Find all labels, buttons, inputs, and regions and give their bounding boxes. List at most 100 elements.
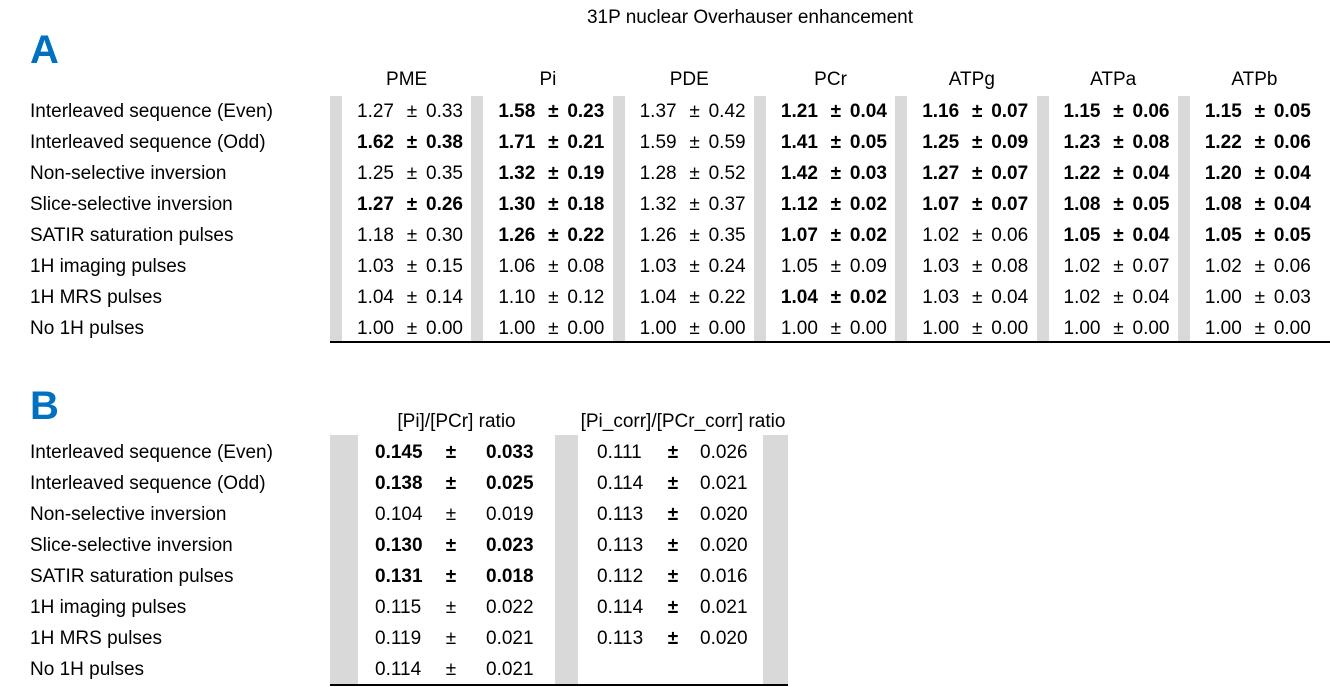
cell-pm: ±	[548, 163, 559, 184]
cell-pm: ±	[830, 256, 842, 277]
cell-mean: 1.59	[639, 132, 677, 153]
cell-mean: 1.37	[639, 101, 677, 122]
cell-sd: 0.07	[1132, 256, 1170, 277]
cell-mean: 1.41	[780, 132, 818, 153]
cell-mean: 0.112	[597, 566, 644, 587]
cell-pm: ±	[1254, 163, 1266, 184]
cell-sd: 0.05	[1273, 101, 1311, 122]
cell-mean: 0.115	[375, 597, 422, 618]
cell-pm: ±	[548, 101, 559, 122]
cell-mean: 1.18	[357, 225, 394, 246]
cell-sd: 0.06	[1273, 256, 1311, 277]
cell-mean: 0.114	[597, 473, 644, 494]
cell-sd: 0.04	[1132, 163, 1170, 184]
cell-pm: ±	[667, 628, 679, 649]
cell-sd: 0.09	[849, 256, 887, 277]
cell-sd: 0.03	[849, 163, 887, 184]
cell-sd: 0.021	[486, 659, 534, 680]
cell-mean: 1.02	[922, 225, 960, 246]
cell-sd: 0.07	[991, 163, 1029, 184]
cell-pm: ±	[406, 287, 418, 308]
cell-pm: ±	[971, 318, 983, 339]
cell-mean: 1.28	[639, 163, 677, 184]
cell-pm: ±	[548, 318, 559, 339]
cell-mean: 1.04	[780, 287, 818, 308]
cell-pm: ±	[689, 225, 700, 246]
cell-pm: ±	[406, 132, 418, 153]
cell-pm: ±	[667, 473, 679, 494]
cell-sd: 0.018	[486, 566, 534, 587]
cell-mean: 1.27	[922, 163, 960, 184]
cell-sd: 0.18	[567, 194, 605, 215]
cell-pm: ±	[830, 194, 842, 215]
column-header: PME	[386, 69, 428, 90]
table-rule	[330, 684, 788, 686]
cell-pm: ±	[971, 101, 983, 122]
cell-mean: 1.00	[780, 318, 818, 339]
row-label: No 1H pulses	[30, 659, 145, 680]
cell-pm: ±	[1113, 132, 1124, 153]
cell-sd: 0.06	[991, 225, 1029, 246]
cell-pm: ±	[1254, 256, 1266, 277]
cell-mean: 1.27	[357, 194, 394, 215]
cell-mean: 1.04	[639, 287, 677, 308]
cell-mean: 1.32	[498, 163, 536, 184]
cell-pm: ±	[1113, 287, 1124, 308]
cell-pm: ±	[1254, 318, 1266, 339]
cell-sd: 0.00	[1273, 318, 1311, 339]
cell-mean: 1.00	[1204, 287, 1242, 308]
cell-mean: 1.16	[922, 101, 960, 122]
cell-sd: 0.026	[700, 442, 748, 463]
cell-sd: 0.09	[991, 132, 1029, 153]
cell-pm: ±	[1254, 194, 1266, 215]
cell-sd: 0.04	[1273, 163, 1311, 184]
cell-mean: 1.30	[498, 194, 536, 215]
cell-pm: ±	[689, 163, 700, 184]
cell-pm: ±	[548, 194, 559, 215]
table-label: A	[30, 28, 59, 72]
cell-mean: 0.111	[597, 442, 642, 463]
cell-mean: 1.58	[498, 101, 536, 122]
cell-pm: ±	[1113, 256, 1124, 277]
cell-pm: ±	[971, 225, 983, 246]
cell-pm: ±	[1113, 225, 1124, 246]
cell-sd: 0.23	[567, 101, 605, 122]
cell-sd: 0.24	[708, 256, 746, 277]
cell-pm: ±	[830, 132, 842, 153]
row-label: Interleaved sequence (Even)	[30, 442, 273, 463]
cell-pm: ±	[667, 597, 679, 618]
cell-pm: ±	[689, 287, 700, 308]
cell-pm: ±	[406, 318, 418, 339]
cell-sd: 0.08	[1132, 132, 1170, 153]
row-label: Interleaved sequence (Odd)	[30, 132, 266, 153]
cell-sd: 0.07	[991, 194, 1029, 215]
cell-sd: 0.033	[486, 442, 534, 463]
column-shade	[612, 96, 625, 341]
cell-mean: 1.03	[922, 287, 960, 308]
column-shade	[895, 96, 908, 341]
cell-mean: 1.00	[922, 318, 960, 339]
cell-mean: 1.05	[780, 256, 818, 277]
row-label: 1H MRS pulses	[30, 287, 162, 308]
cell-sd: 0.22	[567, 225, 605, 246]
cell-pm: ±	[445, 473, 457, 494]
cell-mean: 1.06	[498, 256, 536, 277]
cell-mean: 0.104	[375, 504, 423, 525]
cell-mean: 1.08	[1204, 194, 1242, 215]
cell-mean: 1.15	[1204, 101, 1242, 122]
cell-pm: ±	[445, 535, 457, 556]
column-header: [Pi]/[PCr] ratio	[397, 411, 516, 432]
cell-mean: 1.00	[1063, 318, 1101, 339]
row-label: Interleaved sequence (Even)	[30, 101, 273, 122]
cell-mean: 1.22	[1204, 132, 1242, 153]
cell-mean: 1.12	[780, 194, 818, 215]
cell-sd: 0.021	[486, 628, 534, 649]
cell-sd: 0.020	[700, 504, 748, 525]
cell-mean: 0.130	[375, 535, 423, 556]
cell-pm: ±	[971, 287, 983, 308]
cell-pm: ±	[830, 318, 842, 339]
cell-sd: 0.05	[1132, 194, 1170, 215]
cell-pm: ±	[1113, 101, 1124, 122]
cell-sd: 0.05	[1273, 225, 1311, 246]
column-header: ATPb	[1231, 69, 1278, 90]
